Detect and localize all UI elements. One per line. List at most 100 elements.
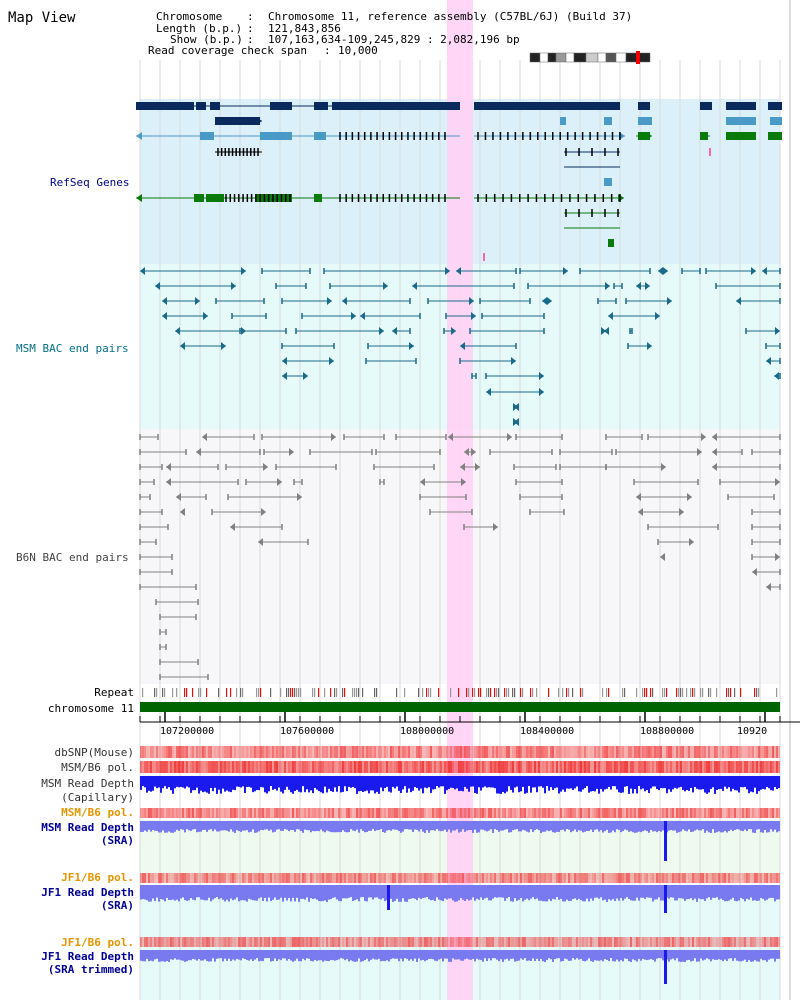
depth-bar (714, 950, 716, 960)
depth-bar (298, 885, 300, 902)
depth-bar (244, 950, 246, 960)
depth-bar (440, 776, 442, 787)
depth-bar (646, 821, 648, 832)
depth-bar (516, 821, 518, 830)
heat-cell (334, 873, 336, 883)
heat-cell (500, 937, 502, 947)
heat-cell (150, 761, 152, 773)
heat-cell (520, 746, 522, 758)
track-label-jf1-b6-pol-2[interactable]: JF1/B6 pol. (61, 936, 134, 949)
depth-bar (506, 776, 508, 792)
bac-end (736, 297, 741, 305)
depth-bar (394, 821, 396, 830)
heat-cell (488, 761, 490, 773)
depth-bar (344, 776, 346, 787)
depth-bar (236, 821, 238, 831)
bac-end (456, 267, 461, 275)
depth-bar (702, 950, 704, 961)
heat-cell (152, 808, 154, 818)
depth-bar (320, 950, 322, 961)
depth-bar (600, 776, 602, 789)
depth-bar (480, 885, 482, 898)
repeat-mark (430, 688, 432, 697)
heat-cell (464, 761, 466, 773)
track-label-jf1-b6-pol[interactable]: JF1/B6 pol. (61, 871, 134, 884)
heat-cell (496, 746, 498, 758)
depth-bar (246, 885, 248, 902)
heat-cell (328, 873, 330, 883)
heat-cell (548, 873, 550, 883)
heat-cell (774, 746, 776, 758)
heat-cell (302, 873, 304, 883)
heat-cell (290, 937, 292, 947)
depth-bar (148, 776, 150, 791)
heat-cell (730, 937, 732, 947)
track-label-jf1-depth-sra[interactable]: JF1 Read Depth (41, 886, 134, 899)
track-label-dbsnp[interactable]: dbSNP(Mouse) (54, 746, 134, 759)
heat-cell (660, 746, 662, 758)
heat-cell (266, 761, 268, 773)
heat-cell (530, 761, 532, 773)
track-label-msm-bac[interactable]: MSM BAC end pairs (16, 342, 129, 355)
depth-bar (492, 885, 494, 899)
heat-cell (380, 808, 382, 818)
heat-cell (670, 808, 672, 818)
heat-cell (452, 761, 454, 773)
bac-end-pair (513, 464, 557, 470)
heat-cell (712, 937, 714, 947)
repeat-mark (288, 688, 290, 697)
depth-bar (230, 885, 232, 899)
depth-bar (444, 950, 446, 959)
heat-cell (440, 746, 442, 758)
heat-cell (314, 761, 316, 773)
depth-bar (638, 821, 640, 832)
depth-bar (506, 821, 508, 830)
track-label-msm-b6-pol-2[interactable]: MSM/B6 pol. (61, 806, 134, 819)
heat-cell (522, 937, 524, 947)
depth-bar (390, 821, 392, 831)
heat-cell (216, 746, 218, 758)
depth-bar (360, 821, 362, 830)
depth-bar (486, 821, 488, 832)
depth-bar (274, 950, 276, 959)
bac-end-pair (527, 282, 610, 290)
track-label-b6n-bac[interactable]: B6N BAC end pairs (16, 551, 129, 564)
track-label-msm-b6-pol[interactable]: MSM/B6 pol. (61, 761, 134, 774)
heat-cell (256, 873, 258, 883)
heat-cell (590, 761, 592, 773)
heat-cell (708, 937, 710, 947)
heat-cell (366, 761, 368, 773)
heat-cell (432, 746, 434, 758)
track-label-refseq[interactable]: RefSeq Genes (50, 176, 130, 189)
track-label-msm-depth-sra[interactable]: MSM Read Depth (41, 821, 134, 834)
heat-cell (144, 761, 146, 773)
depth-bar (544, 885, 546, 902)
depth-bar (152, 885, 154, 899)
heat-cell (524, 761, 526, 773)
depth-bar (256, 950, 258, 959)
heat-cell (272, 873, 274, 883)
depth-bar (630, 885, 632, 901)
depth-bar (422, 885, 424, 898)
heat-cell (664, 873, 666, 883)
track-label-msm-depth-capillary[interactable]: MSM Read Depth (41, 777, 134, 790)
depth-bar (740, 885, 742, 898)
track-label-jf1-depth-trimmed[interactable]: JF1 Read Depth (41, 950, 134, 963)
heat-cell (568, 746, 570, 758)
heat-cell (224, 808, 226, 818)
heat-cell (710, 873, 712, 883)
heat-cell (732, 808, 734, 818)
depth-bar (406, 885, 408, 902)
bac-end (667, 297, 672, 305)
depth-bar (520, 776, 522, 792)
heat-cell (466, 746, 468, 758)
heat-cell (206, 746, 208, 758)
depth-bar (244, 885, 246, 901)
heat-cell (222, 746, 224, 758)
depth-bar (440, 950, 442, 959)
track-label-repeat[interactable]: Repeat (94, 686, 134, 699)
depth-bar (558, 776, 560, 794)
depth-bar (556, 885, 558, 898)
heat-cell (592, 873, 594, 883)
heat-cell (546, 808, 548, 818)
